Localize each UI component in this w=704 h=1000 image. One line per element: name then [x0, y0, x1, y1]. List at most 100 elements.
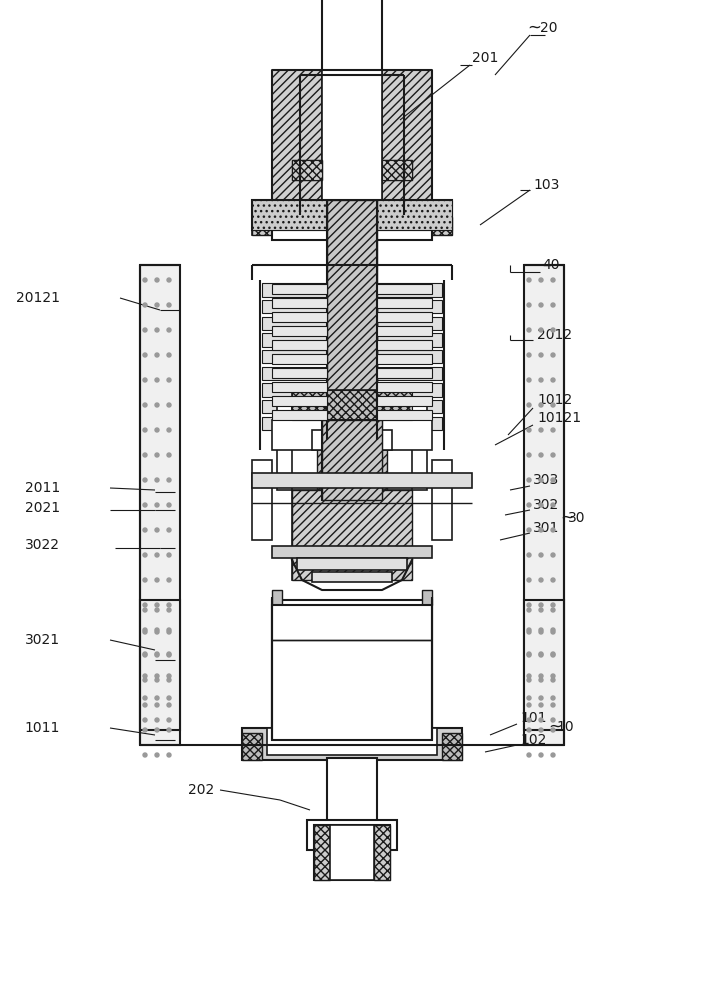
- Circle shape: [527, 478, 531, 482]
- Bar: [314, 825, 390, 880]
- Circle shape: [539, 403, 543, 407]
- Bar: [377, 284, 432, 294]
- Bar: [374, 825, 390, 880]
- Circle shape: [143, 603, 147, 607]
- Circle shape: [539, 278, 543, 282]
- Bar: [367, 417, 442, 430]
- Circle shape: [167, 608, 171, 612]
- Circle shape: [527, 703, 531, 707]
- Text: 102: 102: [520, 733, 546, 747]
- Circle shape: [167, 603, 171, 607]
- Text: 1011: 1011: [25, 721, 60, 735]
- Circle shape: [155, 528, 159, 532]
- Circle shape: [527, 678, 531, 682]
- Circle shape: [551, 728, 555, 732]
- Text: 1012: 1012: [537, 393, 572, 407]
- Circle shape: [539, 652, 543, 656]
- Circle shape: [143, 678, 147, 682]
- Circle shape: [551, 328, 555, 332]
- Bar: [367, 283, 442, 297]
- Text: 303: 303: [533, 473, 559, 487]
- Bar: [272, 381, 327, 392]
- Text: 3021: 3021: [25, 633, 60, 647]
- Circle shape: [551, 718, 555, 722]
- Circle shape: [167, 728, 171, 732]
- Bar: [392, 165, 407, 200]
- Bar: [307, 385, 397, 415]
- Circle shape: [155, 628, 159, 632]
- Circle shape: [167, 328, 171, 332]
- Text: 20121: 20121: [16, 291, 60, 305]
- Bar: [312, 572, 392, 582]
- Bar: [262, 400, 337, 413]
- Text: 202: 202: [188, 783, 214, 797]
- Bar: [252, 473, 472, 488]
- Text: 2011: 2011: [25, 481, 60, 495]
- Bar: [262, 417, 337, 430]
- Bar: [292, 160, 322, 180]
- Circle shape: [539, 753, 543, 757]
- Bar: [382, 70, 432, 200]
- Bar: [367, 333, 442, 347]
- Text: 30: 30: [568, 511, 586, 525]
- Bar: [307, 820, 397, 850]
- Bar: [272, 420, 432, 450]
- Circle shape: [539, 453, 543, 457]
- Circle shape: [167, 718, 171, 722]
- Circle shape: [143, 674, 147, 678]
- Text: 10121: 10121: [537, 411, 581, 425]
- Bar: [272, 340, 327, 350]
- Text: 103: 103: [533, 178, 560, 192]
- Circle shape: [167, 303, 171, 307]
- Bar: [382, 160, 412, 180]
- Circle shape: [143, 653, 147, 657]
- Circle shape: [155, 328, 159, 332]
- Circle shape: [167, 696, 171, 700]
- Bar: [300, 75, 325, 215]
- Bar: [322, 0, 382, 85]
- Circle shape: [539, 728, 543, 732]
- Circle shape: [539, 528, 543, 532]
- Circle shape: [539, 674, 543, 678]
- Bar: [252, 217, 282, 235]
- Circle shape: [539, 603, 543, 607]
- Circle shape: [527, 578, 531, 582]
- Circle shape: [551, 628, 555, 632]
- Circle shape: [143, 528, 147, 532]
- Bar: [382, 160, 412, 180]
- Bar: [377, 381, 432, 392]
- Circle shape: [539, 328, 543, 332]
- Circle shape: [167, 528, 171, 532]
- Circle shape: [155, 578, 159, 582]
- Bar: [412, 400, 427, 490]
- Bar: [330, 825, 374, 880]
- Circle shape: [155, 303, 159, 307]
- Text: ~: ~: [527, 19, 541, 37]
- Circle shape: [551, 428, 555, 432]
- Bar: [367, 367, 442, 380]
- Circle shape: [167, 378, 171, 382]
- Circle shape: [527, 728, 531, 732]
- Bar: [325, 75, 380, 215]
- Circle shape: [143, 628, 147, 632]
- Bar: [377, 326, 432, 336]
- Circle shape: [143, 403, 147, 407]
- Circle shape: [143, 428, 147, 432]
- Circle shape: [527, 696, 531, 700]
- Bar: [322, 420, 382, 500]
- Bar: [297, 165, 312, 200]
- Circle shape: [167, 630, 171, 634]
- Circle shape: [539, 578, 543, 582]
- Circle shape: [539, 608, 543, 612]
- Circle shape: [155, 378, 159, 382]
- Bar: [272, 605, 432, 740]
- Circle shape: [539, 378, 543, 382]
- Circle shape: [155, 353, 159, 357]
- Bar: [272, 395, 327, 406]
- Circle shape: [539, 303, 543, 307]
- Circle shape: [167, 578, 171, 582]
- Circle shape: [155, 753, 159, 757]
- Circle shape: [539, 696, 543, 700]
- Bar: [272, 410, 327, 420]
- Bar: [282, 211, 422, 225]
